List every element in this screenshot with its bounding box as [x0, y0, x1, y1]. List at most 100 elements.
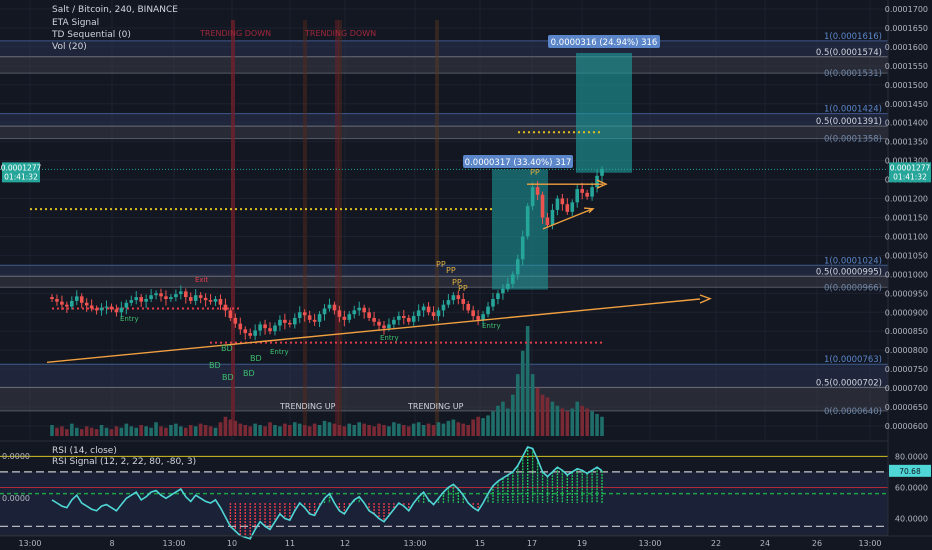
volume-bar	[471, 419, 475, 436]
time-tick-label: 8	[109, 539, 114, 548]
volume-bar	[411, 423, 416, 436]
price-tick-label: 0.0001400	[885, 119, 928, 128]
volume-bar	[119, 427, 124, 436]
rsi-title[interactable]: RSI (14, close)	[52, 446, 117, 456]
rsi-left-value: 0.0000	[2, 494, 30, 503]
volume-bar	[595, 414, 599, 436]
measure-label-1-bg	[463, 155, 573, 168]
current-price-label: 0.0001277	[890, 163, 931, 172]
volume-bar	[491, 411, 495, 436]
candle-body	[238, 323, 243, 330]
candle-body	[55, 299, 59, 302]
volume-bar	[248, 426, 252, 436]
volume-bar	[426, 423, 431, 436]
volume-bar	[154, 422, 158, 436]
label-bd: BD	[243, 369, 255, 378]
candle-body	[263, 324, 267, 329]
volume-bar	[129, 426, 134, 436]
rsi-tick-label: 80.0000	[895, 452, 928, 461]
candle-body	[342, 316, 347, 320]
indicator-td-sequential[interactable]: TD Sequential (0)	[52, 30, 131, 40]
candle-body	[109, 306, 114, 310]
volume-bar	[585, 408, 589, 436]
volume-bar	[213, 427, 218, 436]
volume-bar	[60, 426, 64, 436]
candle-body	[198, 295, 203, 298]
candle-body	[327, 304, 332, 309]
current-price-tag-left	[2, 162, 40, 183]
volume-bar	[322, 420, 327, 436]
volume-bar	[416, 422, 421, 436]
volume-bar	[352, 425, 357, 436]
candle-body	[377, 321, 381, 326]
measure-label-2: 0.0000316 (24.94%) 316	[551, 38, 658, 48]
candle-body	[446, 300, 451, 305]
price-tick-label: 0.0000750	[885, 365, 928, 374]
candle-body	[70, 300, 74, 307]
rsi-pane[interactable]	[0, 440, 932, 540]
candle-body	[515, 259, 520, 275]
measure-label-2-bg	[548, 35, 660, 48]
candles[interactable]	[0, 166, 888, 340]
candle-body	[74, 296, 79, 301]
time-tick-label: 13:00	[162, 539, 185, 548]
candle-body	[99, 307, 104, 311]
time-tick-label: 11	[285, 539, 295, 548]
volume-bar	[332, 423, 337, 436]
volume-bar	[436, 422, 441, 436]
long-trendline	[46, 298, 701, 364]
fib-label-0: 0(0.0000640)	[824, 407, 882, 417]
candle-body	[491, 299, 495, 307]
volume-bar	[94, 429, 99, 436]
candle-body	[114, 309, 119, 313]
measure-tools[interactable]: 0.0000317 (33.40%) 317 0.0000316 (24.94%)…	[463, 35, 660, 290]
volume-bar	[600, 416, 604, 436]
volume-bar	[392, 422, 396, 436]
volume-bars	[50, 326, 604, 436]
volume-bar	[387, 426, 391, 436]
candle-body	[575, 189, 580, 203]
volume-bar	[183, 427, 188, 436]
volume-bar	[357, 422, 362, 436]
volume-bar	[565, 411, 570, 436]
volume-bar	[84, 426, 89, 436]
indicator-volume[interactable]: Vol (20)	[52, 42, 87, 52]
volume-bar	[164, 427, 168, 436]
label-trending-up: TRENDING UP	[407, 402, 464, 411]
fib-label-0: 0(0.0000966)	[824, 283, 882, 293]
candle-body	[292, 317, 297, 325]
rsi-signal-title[interactable]: RSI Signal (12, 2, 22, 80, -80, 3)	[52, 457, 197, 467]
label-bd: BD	[221, 344, 233, 353]
volume-bar	[545, 397, 550, 436]
price-tick-label: 0.0001150	[885, 214, 928, 223]
symbol-title[interactable]: Salt / Bitcoin, 240, BINANCE	[52, 5, 178, 15]
volume-bar	[288, 425, 292, 436]
candle-body	[525, 206, 530, 237]
trend-lines[interactable]	[46, 179, 712, 364]
fib-label-half: 0.5(0.0000995)	[816, 267, 882, 277]
volume-bar	[268, 422, 272, 436]
price-tick-label: 0.0001450	[885, 100, 928, 109]
candle-body	[164, 296, 168, 300]
countdown-label: 01:41:32	[893, 172, 927, 181]
volume-bar	[575, 401, 580, 436]
candle-body	[169, 297, 173, 300]
candle-body	[183, 291, 188, 298]
candle-body	[520, 236, 525, 260]
candle-body	[590, 187, 594, 197]
volume-bar	[99, 425, 104, 436]
candle-body	[501, 288, 505, 294]
volume-bar	[223, 416, 228, 436]
price-tick-label: 0.0000650	[885, 403, 928, 412]
candle-body	[580, 189, 584, 193]
volume-bar	[307, 426, 312, 436]
volume-bar	[149, 427, 153, 436]
candle-body	[347, 314, 352, 320]
indicator-eta-signal[interactable]: ETA Signal	[52, 18, 100, 28]
label-entry: Entry	[380, 334, 399, 342]
fibonacci-bands	[0, 40, 888, 412]
chart-annotations: TRENDING DOWN TRENDING DOWN TRENDING UP TRE…	[120, 29, 540, 411]
candle-body	[585, 192, 589, 197]
time-tick-label: 13:00	[858, 539, 881, 548]
